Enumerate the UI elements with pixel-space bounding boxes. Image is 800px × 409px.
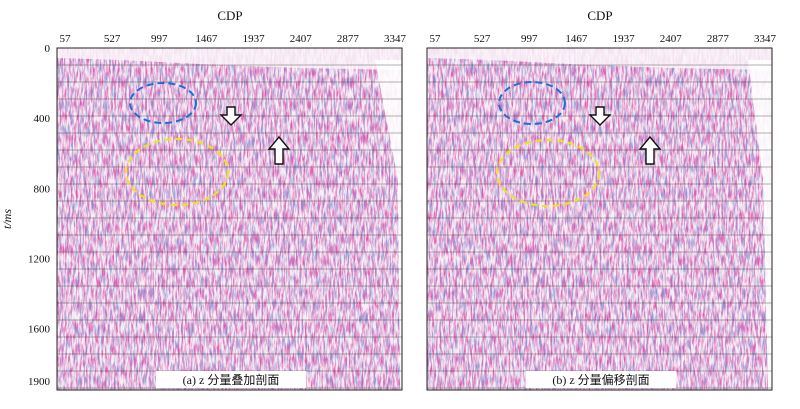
y-tick-label: 0 (45, 43, 51, 55)
yellow-ellipse-annotation (496, 139, 600, 207)
blue-ellipse-annotation (498, 81, 566, 125)
x-tick-label: 57 (430, 33, 442, 45)
blue-ellipse-annotation (129, 82, 197, 124)
y-axis-title: t/ms (0, 209, 14, 229)
x-tick-label: 527 (474, 33, 491, 45)
x-tick-label: 1937 (243, 33, 266, 45)
y-tick-label: 800 (34, 183, 51, 195)
down-arrow-annotation (219, 106, 243, 126)
x-tick-label: 3347 (384, 33, 407, 45)
panel-migration-section: 57 527 997 1467 1937 2407 2877 3347 (b) z 分量偏移剖… (426, 33, 777, 391)
x-tick-label: 2407 (660, 33, 683, 45)
x-axis-title-right: CDP (587, 8, 612, 23)
x-tick-label: 1467 (565, 33, 588, 45)
x-axis-title-left: CDP (217, 8, 242, 23)
y-tick-labels: 0 400 800 1200 1600 1900 (28, 43, 51, 388)
up-arrow-annotation (638, 135, 662, 165)
x-tick-label: 527 (104, 33, 121, 45)
x-tick-label: 2877 (707, 33, 730, 45)
y-tick-label: 1200 (28, 253, 51, 265)
panel-stack-section: 57 527 997 1467 1937 2407 2877 3347 (a) z 分量叠加剖… (56, 33, 407, 391)
panel-b-caption: (b) z 分量偏移剖面 (552, 372, 649, 387)
x-tick-labels-panel-b: 57 527 997 1467 1937 2407 2877 3347 (430, 33, 777, 45)
x-tick-label: 2877 (337, 33, 360, 45)
down-arrow-annotation (588, 106, 612, 126)
up-arrow-annotation (267, 135, 291, 165)
y-tick-label: 400 (34, 113, 51, 125)
yellow-ellipse-annotation (125, 138, 229, 206)
panel-a-caption: (a) z 分量叠加剖面 (183, 373, 280, 387)
x-tick-labels-panel-a: 57 527 997 1467 1937 2407 2877 3347 (60, 33, 407, 45)
x-tick-label: 2407 (290, 33, 313, 45)
x-tick-label: 1937 (613, 33, 636, 45)
x-tick-label: 997 (151, 33, 168, 45)
y-tick-label: 1600 (28, 324, 51, 336)
x-tick-label: 3347 (754, 33, 777, 45)
x-tick-label: 997 (521, 33, 538, 45)
x-tick-label: 1467 (195, 33, 218, 45)
y-tick-label: 1900 (28, 376, 51, 388)
x-tick-label: 57 (60, 33, 72, 45)
